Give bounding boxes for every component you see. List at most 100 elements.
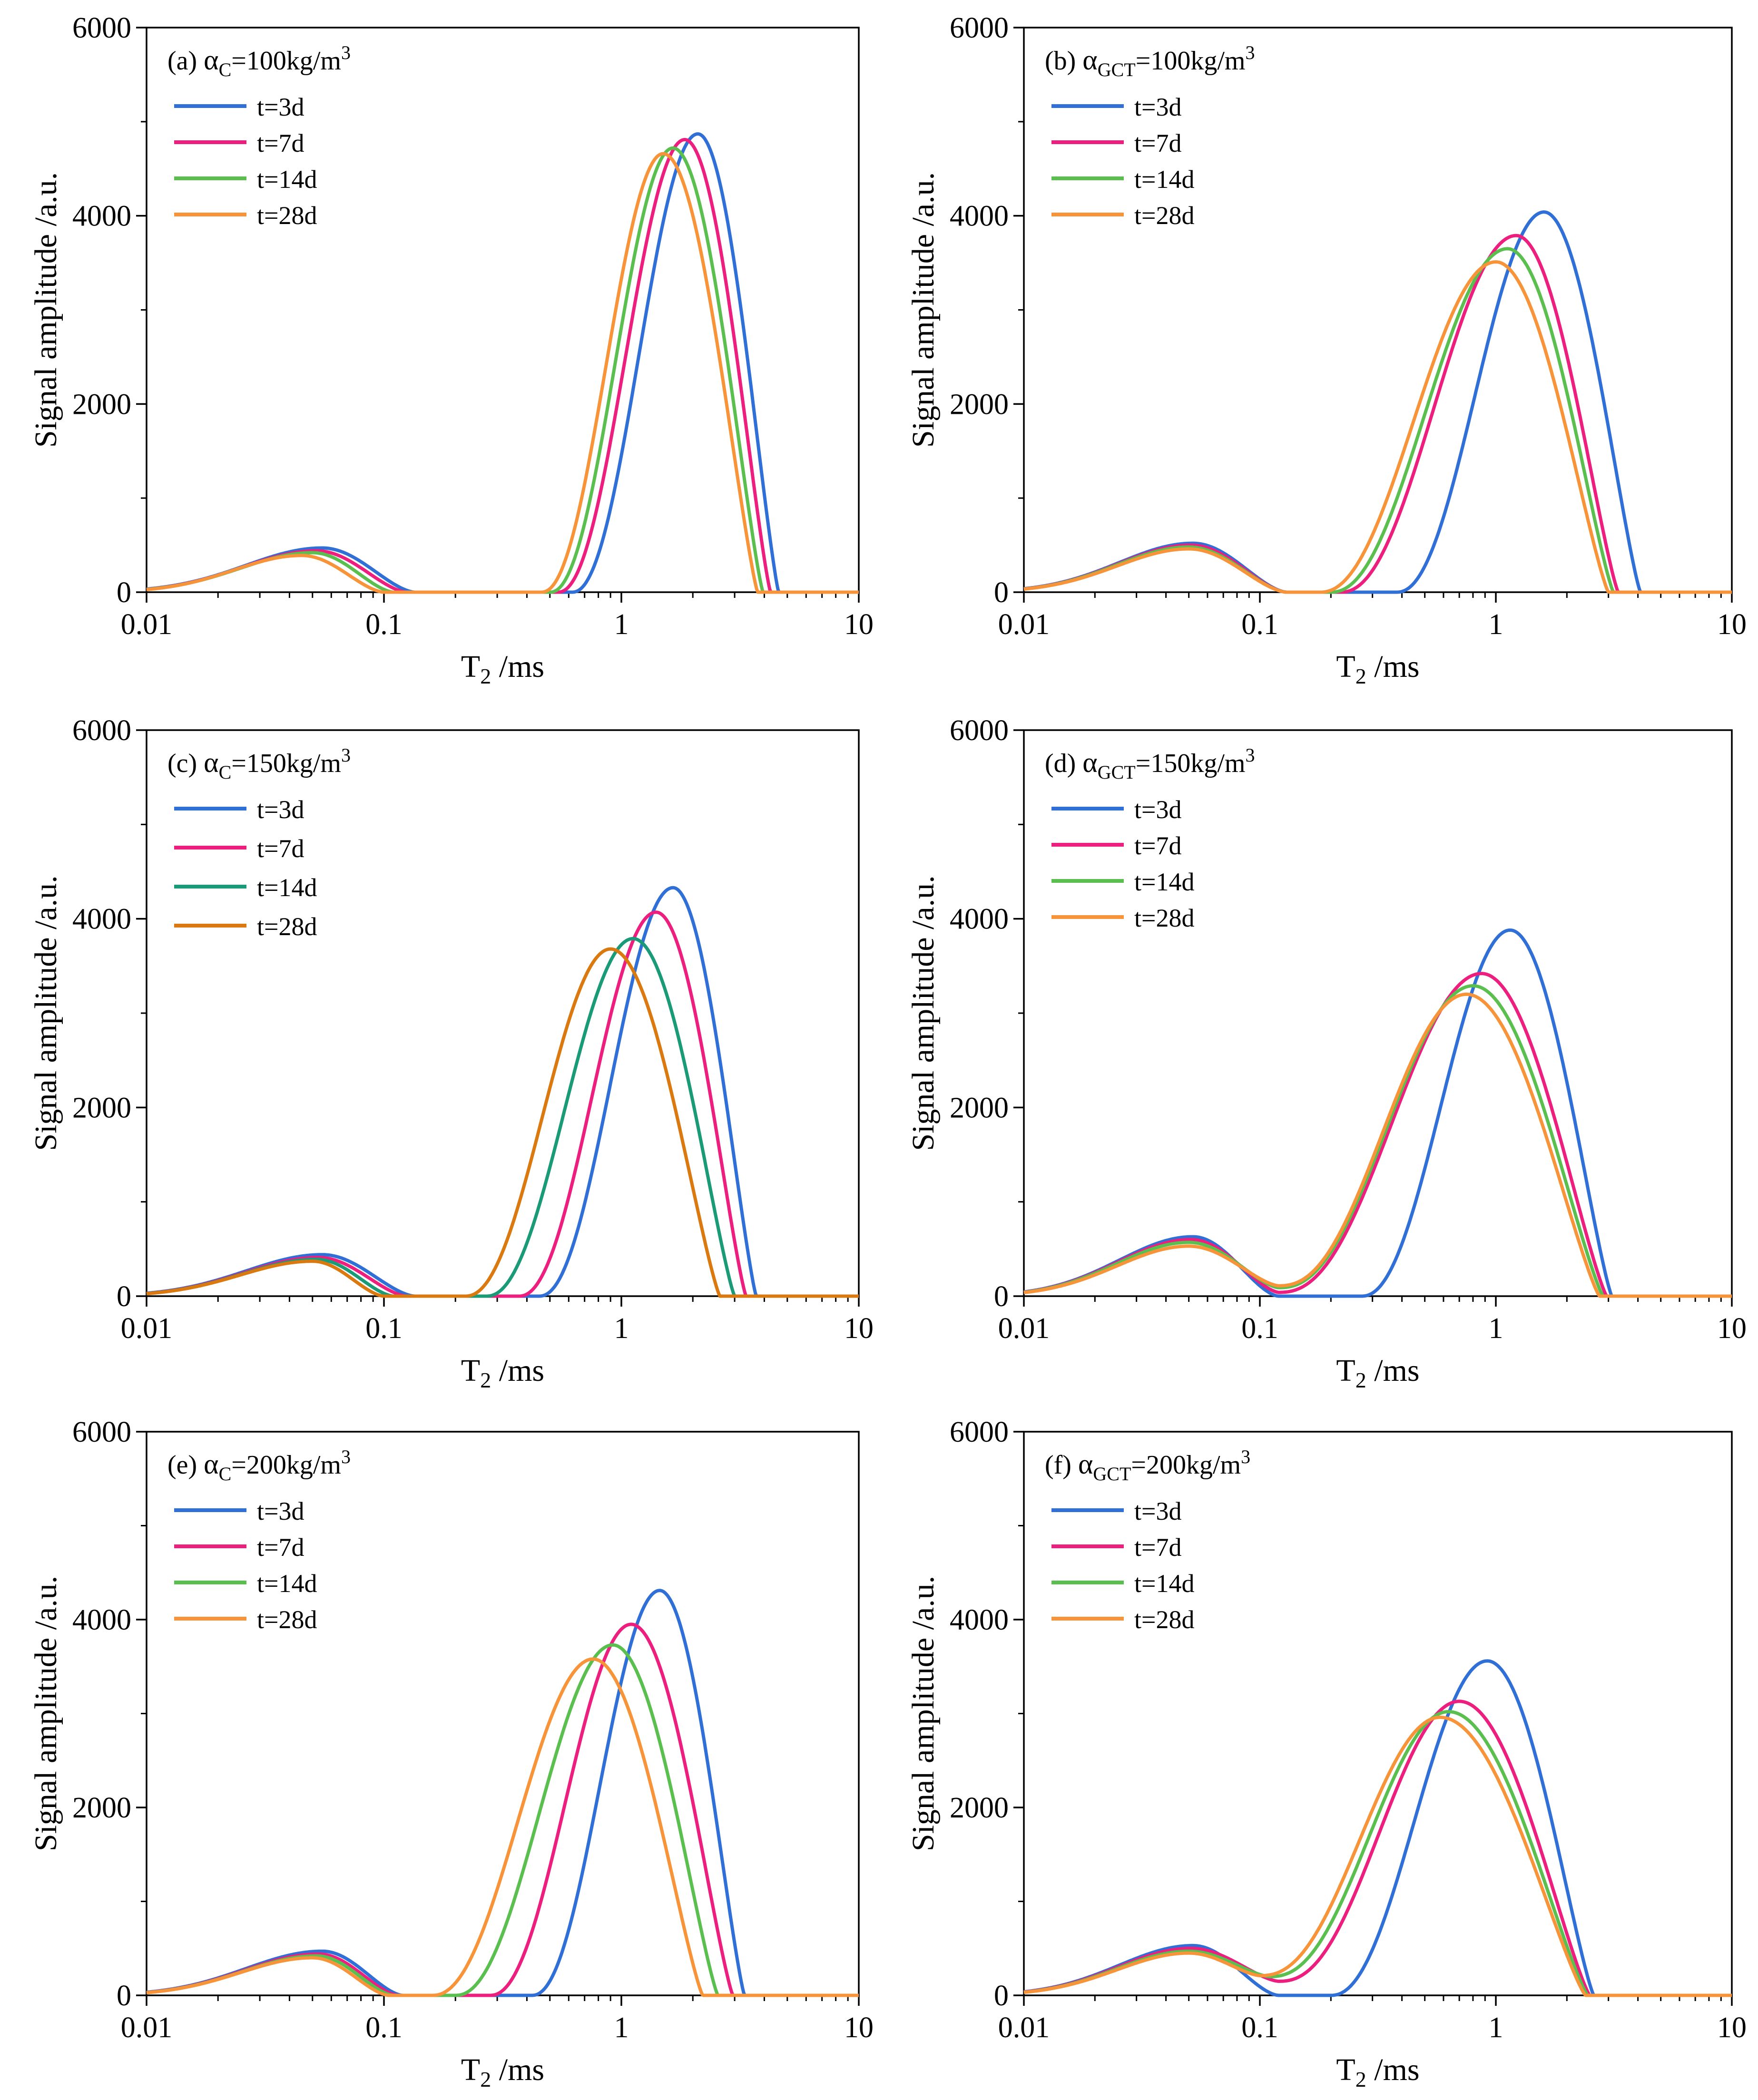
series-line-t-28d [146,152,859,594]
panel-label: (a) αC=100kg/m3 [167,42,351,80]
y-tick-label: 0 [117,1280,131,1313]
x-axis-label: T2 /ms [461,1353,544,1392]
legend-label: t=14d [1134,165,1194,194]
chart-panel-b: 0.01 0.1 1 10 0 2000 4000 6000 T2 /ms Signal ampl… [906,12,1747,688]
y-tick-label: 4000 [950,200,1009,233]
x-tick-label: 10 [1717,608,1747,641]
series-line-t-14d [1023,1710,1732,1997]
series-line-t-3d [1023,1659,1732,1997]
y-axis-label: Signal amplitude /a.u. [906,172,941,448]
chart-panel-d: 0.01 0.1 1 10 0 2000 4000 6000 T2 /ms Signal ampl… [906,714,1747,1392]
legend-label: t=7d [1134,831,1181,860]
x-tick-label: 1 [1489,1312,1503,1345]
panel-label: (f) αGCT=200kg/m3 [1045,1446,1250,1485]
y-tick-label: 2000 [72,1792,131,1824]
chart-panel-e: 0.01 0.1 1 10 0 2000 4000 6000 T2 /ms Signal ampl… [29,1416,874,2091]
y-tick-label: 0 [994,1280,1009,1313]
plot-frame [1023,1431,1733,1996]
legend-label: t=28d [1134,201,1194,230]
legend-label: t=28d [1134,904,1194,932]
legend-label: t=14d [257,873,317,902]
legend-label: t=14d [1134,868,1194,896]
series-line-t-7d [1023,234,1732,594]
series-line-t-7d [1023,1700,1732,1997]
y-tick-label: 0 [117,1980,131,2012]
series-line-t-7d [1023,972,1732,1298]
legend-label: t=7d [257,129,304,157]
x-tick-label: 1 [614,1312,629,1345]
y-axis-label: Signal amplitude /a.u. [29,875,63,1151]
legend-label: t=14d [257,165,317,194]
series-line-t-3d [1023,928,1732,1298]
y-tick-label: 4000 [950,1604,1009,1636]
y-tick-label: 6000 [72,1416,131,1448]
y-tick-label: 2000 [950,1792,1009,1824]
x-tick-label: 10 [844,2012,874,2044]
legend-label: t=28d [257,201,317,230]
legend-label: t=28d [257,1605,317,1634]
series-line-t-14d [146,937,859,1298]
series-line-t-28d [1023,992,1732,1298]
plot-frame [1023,729,1733,1297]
y-axis-label: Signal amplitude /a.u. [906,875,941,1151]
x-tick-label: 0.01 [121,2012,173,2044]
legend-label: t=14d [257,1569,317,1598]
panel-label: (b) αGCT=100kg/m3 [1045,42,1255,80]
y-tick-label: 4000 [72,200,131,233]
x-tick-label: 0.01 [121,1312,173,1345]
chart-panel-f: 0.01 0.1 1 10 0 2000 4000 6000 T2 /ms Signal ampl… [906,1416,1747,2091]
y-tick-label: 0 [994,1980,1009,2012]
chart-panel-a: 0.01 0.1 1 10 0 2000 4000 6000 T2 /ms Signal ampl… [29,12,874,688]
chart-panel-c: 0.01 0.1 1 10 0 2000 4000 6000 T2 /ms Signal ampl… [29,714,874,1392]
legend: t=3d t=7d t=14d t=28d [1051,795,1194,932]
x-tick-label: 0.01 [998,1312,1050,1345]
y-tick-label: 0 [994,576,1009,609]
y-tick-label: 0 [117,576,131,609]
y-tick-label: 2000 [72,1092,131,1124]
y-tick-label: 6000 [950,1416,1009,1448]
legend-label: t=14d [1134,1569,1194,1598]
y-tick-label: 2000 [950,388,1009,420]
panel-label: (c) αC=150kg/m3 [167,744,351,783]
x-tick-label: 0.1 [1241,1312,1278,1345]
x-tick-label: 0.1 [1241,2012,1278,2044]
legend-label: t=3d [257,795,304,824]
x-tick-label: 0.1 [365,608,403,641]
x-axis-label: T2 /ms [1336,649,1419,688]
series-line-t-3d [146,886,859,1298]
x-axis-label: T2 /ms [1336,1353,1419,1392]
series-line-t-28d [1023,260,1732,594]
legend-label: t=3d [1134,795,1181,824]
legend-label: t=28d [1134,1605,1194,1634]
y-axis-label: Signal amplitude /a.u. [906,1576,941,1851]
x-tick-label: 0.01 [998,2012,1050,2044]
series-line-t-28d [146,1657,859,1997]
y-tick-label: 4000 [72,1604,131,1636]
y-tick-label: 4000 [72,903,131,936]
series-line-t-14d [146,146,859,594]
series-line-t-28d [1023,1715,1732,1997]
plot-frame [146,1431,860,1996]
legend-label: t=7d [1134,129,1181,157]
series-line-t-28d [146,947,859,1298]
x-tick-label: 0.1 [365,1312,403,1345]
x-tick-label: 1 [614,608,629,641]
y-tick-label: 6000 [950,714,1009,747]
y-tick-label: 2000 [950,1092,1009,1124]
x-tick-label: 10 [1717,1312,1747,1345]
legend-label: t=28d [257,912,317,941]
legend: t=3d t=7d t=14d t=28d [1051,93,1194,230]
x-tick-label: 10 [844,1312,874,1345]
legend-label: t=3d [1134,93,1181,121]
series-line-t-7d [146,910,859,1298]
legend-label: t=3d [257,1497,304,1525]
x-tick-label: 10 [1717,2012,1747,2044]
series-line-t-7d [146,1622,859,1997]
x-axis-label: T2 /ms [461,2052,544,2091]
x-tick-label: 1 [1489,2012,1503,2044]
x-tick-label: 0.1 [1241,608,1278,641]
y-axis-label: Signal amplitude /a.u. [29,1576,63,1851]
plot-frame [146,729,860,1297]
x-tick-label: 0.01 [121,608,173,641]
